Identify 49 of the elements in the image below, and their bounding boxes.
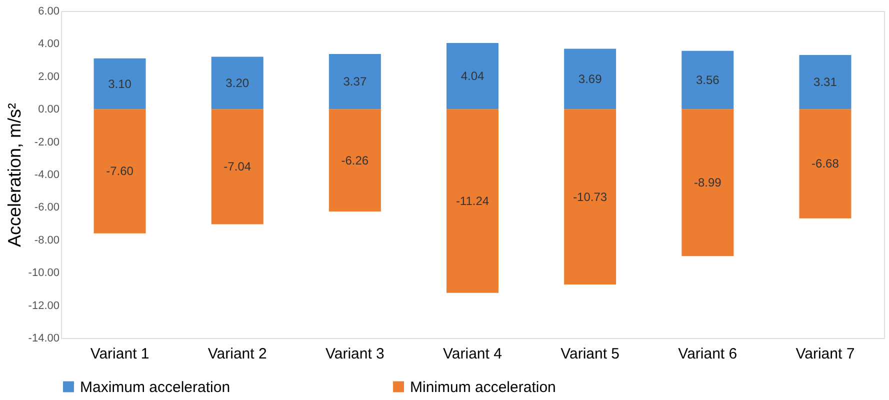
y-tick-label: -10.00 [28,267,60,280]
bar [94,58,146,110]
x-tick-label: Variant 4 [443,346,502,362]
bar [328,54,381,110]
data-label: -7.60 [106,164,134,178]
x-tick-label: Variant 1 [90,346,150,362]
x-tick-label: Variant 3 [325,346,384,362]
bar [328,109,381,212]
legend-label: Minimum acceleration [410,378,556,396]
bar [211,56,264,110]
bar [211,109,264,224]
x-tick-label: Variant 5 [560,346,620,362]
y-tick-label: -12.00 [28,300,60,312]
data-label: -10.73 [573,190,608,204]
bar [94,109,146,234]
x-tick-label: Variant 2 [208,346,267,362]
bar [799,54,852,110]
y-tick-label: 6.00 [38,6,60,18]
data-label: 3.69 [578,72,602,86]
data-label: 3.31 [814,75,838,90]
bar [446,43,498,110]
x-tick-label: Variant 6 [678,346,738,362]
y-tick-label: -6.00 [34,202,60,214]
bar [682,50,734,110]
data-label: -8.99 [694,176,722,190]
legend-label: Maximum acceleration [80,378,230,396]
data-label: 3.20 [226,76,250,90]
bar [564,48,616,110]
data-label: 3.37 [343,74,367,89]
x-tick-label: Variant 7 [796,346,855,362]
data-label: 4.04 [460,69,484,84]
data-label: -11.24 [456,194,490,208]
y-tick-label: 0.00 [38,104,60,116]
bar [446,109,498,293]
bar [799,109,852,218]
data-label: 3.10 [108,76,132,91]
y-axis-title: Acceleration, m/s² [4,102,24,248]
y-tick-label: 2.00 [38,70,60,83]
data-label: -7.04 [224,160,252,174]
data-label: -6.68 [812,156,840,171]
y-tick-label: 4.00 [38,38,60,50]
y-tick-label: -14.00 [28,332,60,344]
bar [564,109,616,285]
data-label: -6.26 [341,153,369,168]
bar [682,109,734,256]
y-tick-label: -8.00 [34,234,60,246]
y-tick-label: -2.00 [34,136,60,148]
y-tick-label: -4.00 [34,169,60,181]
data-label: 3.56 [696,72,720,87]
